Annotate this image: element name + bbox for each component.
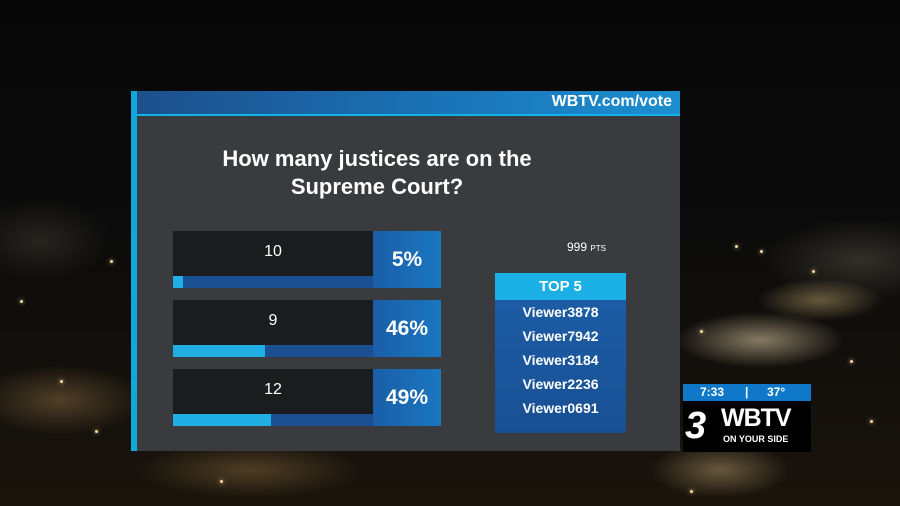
answer-bar-track	[173, 276, 373, 288]
answer-bar-fill	[173, 414, 271, 426]
points-display: 999 PTS	[567, 240, 606, 254]
city-light	[850, 360, 853, 363]
station-logo: 3 WBTV ON YOUR SIDE	[683, 401, 811, 452]
answer-label-box: 9	[173, 300, 373, 345]
leaderboard-entry: Viewer3184	[522, 352, 599, 368]
answer-label-box: 12	[173, 369, 373, 414]
answer-label-box: 10	[173, 231, 373, 276]
answer-option-3: 12 49%	[173, 369, 441, 426]
answer-option-2: 9 46%	[173, 300, 441, 357]
question-line-2: Supreme Court?	[290, 174, 464, 199]
city-light	[220, 480, 223, 483]
city-light	[110, 260, 113, 263]
answer-bar-fill	[173, 276, 183, 288]
leaderboard-entry: Viewer0691	[522, 400, 599, 416]
city-light	[700, 330, 703, 333]
answer-label: 9	[268, 312, 278, 329]
answer-percent: 5%	[373, 231, 441, 288]
answer-bar-track	[173, 414, 373, 426]
city-light	[735, 245, 738, 248]
answer-percent: 49%	[373, 369, 441, 426]
city-light	[60, 380, 63, 383]
answer-option-1: 10 5%	[173, 231, 441, 288]
station-bug: 7:33 | 37° 3 WBTV ON YOUR SIDE	[683, 384, 811, 452]
leaderboard-entry: Viewer7942	[522, 328, 599, 344]
answer-bar-fill	[173, 345, 265, 357]
separator: |	[745, 385, 749, 399]
question-text: How many justices are on the Supreme Cou…	[177, 145, 577, 201]
question-line-1: How many justices are on the	[222, 146, 532, 171]
points-unit: PTS	[590, 244, 606, 253]
answer-label: 12	[264, 381, 282, 398]
city-light	[690, 490, 693, 493]
panel-header-bar: WBTV.com/vote	[137, 91, 680, 116]
channel-3-logo-icon: 3	[685, 405, 707, 447]
leaderboard-entry: Viewer2236	[522, 376, 599, 392]
leaderboard-title: TOP 5	[495, 273, 626, 300]
station-tagline: ON YOUR SIDE	[723, 434, 789, 444]
top5-leaderboard: TOP 5 Viewer3878 Viewer7942 Viewer3184 V…	[495, 273, 626, 433]
city-light	[95, 430, 98, 433]
city-light	[870, 420, 873, 423]
points-value: 999	[567, 240, 588, 254]
leaderboard-entry: Viewer3878	[522, 304, 599, 320]
city-light	[20, 300, 23, 303]
answer-percent: 46%	[373, 300, 441, 357]
temperature: 37°	[767, 385, 786, 399]
city-light	[760, 250, 763, 253]
vote-panel: WBTV.com/vote How many justices are on t…	[131, 91, 680, 451]
time-temp-bar: 7:33 | 37°	[683, 384, 811, 401]
answer-label: 10	[264, 243, 282, 260]
city-light	[812, 270, 815, 273]
station-brand: WBTV	[721, 404, 792, 432]
vote-url: WBTV.com/vote	[551, 93, 672, 110]
current-time: 7:33	[700, 385, 725, 399]
answer-bar-track	[173, 345, 373, 357]
